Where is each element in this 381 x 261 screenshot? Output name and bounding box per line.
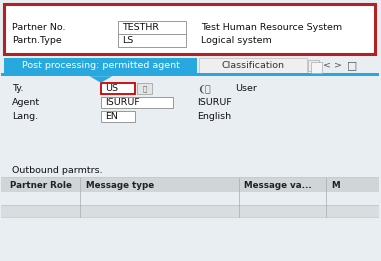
Bar bbox=[5, 4, 375, 54]
Text: User: User bbox=[235, 84, 257, 93]
Text: ISURUF: ISURUF bbox=[197, 98, 232, 107]
Bar bbox=[1, 73, 379, 76]
Bar bbox=[118, 21, 186, 34]
Text: Logical system: Logical system bbox=[201, 36, 272, 45]
Bar bbox=[199, 58, 307, 73]
Text: Message type: Message type bbox=[86, 181, 154, 190]
Text: Outbound parmtrs.: Outbound parmtrs. bbox=[12, 167, 102, 175]
Bar bbox=[101, 97, 173, 108]
Bar bbox=[1, 205, 379, 217]
Text: ISURUF: ISURUF bbox=[105, 98, 139, 107]
Text: Message va...: Message va... bbox=[245, 181, 312, 190]
Text: TESTHR: TESTHR bbox=[122, 23, 159, 32]
Text: US: US bbox=[105, 84, 118, 93]
Bar bbox=[101, 111, 135, 122]
Text: ❨👤: ❨👤 bbox=[197, 84, 211, 93]
Polygon shape bbox=[90, 76, 112, 83]
Text: EN: EN bbox=[105, 112, 117, 121]
Text: Partner No.: Partner No. bbox=[12, 23, 66, 32]
Bar bbox=[101, 83, 135, 94]
Text: Lang.: Lang. bbox=[12, 112, 38, 121]
Bar bbox=[308, 60, 319, 71]
Text: Agent: Agent bbox=[12, 98, 40, 107]
Text: LS: LS bbox=[122, 36, 134, 45]
Text: Ty.: Ty. bbox=[12, 84, 24, 93]
Text: Partn.Type: Partn.Type bbox=[12, 36, 62, 45]
Text: Classification: Classification bbox=[221, 61, 285, 70]
Text: ⧉: ⧉ bbox=[142, 85, 147, 92]
Text: Partner Role: Partner Role bbox=[10, 181, 72, 190]
Text: M: M bbox=[331, 181, 340, 190]
Bar bbox=[1, 192, 379, 205]
Text: < >: < > bbox=[323, 61, 342, 70]
Bar bbox=[137, 83, 152, 94]
Bar bbox=[311, 62, 322, 73]
Bar bbox=[5, 58, 197, 73]
Bar bbox=[118, 34, 186, 47]
Text: English: English bbox=[197, 112, 231, 121]
Text: Post processing: permitted agent: Post processing: permitted agent bbox=[22, 61, 180, 70]
Text: □: □ bbox=[347, 61, 357, 70]
Bar bbox=[1, 178, 379, 192]
Text: Test Human Resource System: Test Human Resource System bbox=[201, 23, 342, 32]
